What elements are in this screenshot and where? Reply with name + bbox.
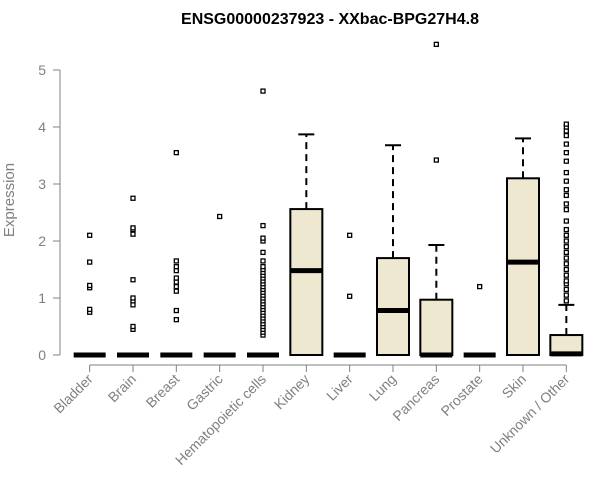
box-group-0 xyxy=(73,232,106,358)
box-10 xyxy=(506,177,540,356)
outlier-point xyxy=(260,249,266,256)
outlier-point xyxy=(260,222,266,229)
x-tick-label-11: Unknown / Other xyxy=(487,371,573,457)
outlier-point xyxy=(477,283,483,290)
x-tick-label-1: Brain xyxy=(105,371,139,405)
outlier-point xyxy=(563,238,569,244)
outlier-point xyxy=(130,225,136,231)
outlier-point xyxy=(563,169,569,176)
outlier-point xyxy=(260,235,266,241)
outlier-point xyxy=(130,277,136,283)
outlier-point xyxy=(563,178,569,184)
y-tick-label-2: 2 xyxy=(38,233,46,249)
outlier-point xyxy=(87,259,93,265)
outlier-point xyxy=(563,286,569,293)
outlier-point xyxy=(563,158,569,164)
box-group-10 xyxy=(506,137,540,356)
y-tick-label-1: 1 xyxy=(38,290,46,306)
outlier-point xyxy=(563,261,569,267)
outlier-point xyxy=(173,317,179,323)
outlier-point xyxy=(87,282,93,289)
box-group-7 xyxy=(376,144,410,357)
chart-title: ENSG00000237923 - XXbac-BPG27H4.8 xyxy=(181,11,479,28)
outlier-point xyxy=(130,323,136,330)
outlier-point xyxy=(173,263,179,270)
outlier-point xyxy=(563,292,569,298)
outlier-point xyxy=(173,275,179,281)
y-tick-label-3: 3 xyxy=(38,176,46,192)
outlier-point xyxy=(173,258,179,264)
outlier-point xyxy=(563,272,569,278)
x-tick-label-3: Gastric xyxy=(183,371,226,414)
x-tick-label-5: Kidney xyxy=(271,371,313,413)
y-axis: 0 1 2 3 4 5 xyxy=(38,62,61,363)
box-8 xyxy=(419,298,454,356)
outlier-point xyxy=(87,232,93,238)
outlier-point xyxy=(173,288,179,294)
outlier-point xyxy=(563,141,569,147)
outlier-point xyxy=(563,192,569,199)
outlier-point xyxy=(173,307,179,314)
x-tick-label-6: Liver xyxy=(323,371,356,404)
outlier-point xyxy=(563,201,569,207)
outlier-point xyxy=(433,41,439,47)
outlier-point xyxy=(260,258,266,264)
y-axis-label: Expression xyxy=(1,163,18,237)
box-5 xyxy=(289,208,324,356)
outlier-point xyxy=(260,88,266,94)
box-group-8 xyxy=(419,41,454,358)
box-group-2 xyxy=(160,149,193,358)
box-7 xyxy=(376,257,410,357)
outlier-point xyxy=(563,278,569,284)
outlier-point xyxy=(130,195,136,201)
y-tick-label-0: 0 xyxy=(38,347,46,363)
outlier-point xyxy=(563,226,569,233)
y-tick-label-4: 4 xyxy=(38,119,46,135)
x-tick-label-0: Bladder xyxy=(50,371,96,417)
outlier-point xyxy=(563,218,569,224)
outlier-point xyxy=(563,206,569,213)
outlier-point xyxy=(563,298,569,304)
box-group-9 xyxy=(463,283,496,358)
outlier-point xyxy=(433,157,439,163)
y-tick-label-5: 5 xyxy=(38,62,46,78)
x-tick-label-7: Lung xyxy=(366,371,399,404)
outlier-point xyxy=(87,306,93,313)
outlier-point xyxy=(217,213,223,220)
outlier-point xyxy=(563,255,569,261)
outlier-point xyxy=(563,266,569,273)
box-group-4 xyxy=(247,88,279,358)
outlier-point xyxy=(347,232,353,238)
box-group-11 xyxy=(549,121,584,357)
outlier-point xyxy=(173,283,179,290)
box-group-5 xyxy=(289,133,324,356)
outlier-point xyxy=(563,232,569,238)
x-tick-label-9: Prostate xyxy=(438,371,486,419)
x-tick-label-10: Skin xyxy=(499,371,530,402)
x-tick-label-2: Breast xyxy=(143,371,183,411)
outlier-point xyxy=(347,293,353,299)
outlier-point xyxy=(130,295,136,301)
box-group-6 xyxy=(333,232,366,358)
box-group-1 xyxy=(117,195,149,358)
outlier-point xyxy=(173,149,179,156)
outlier-point xyxy=(563,132,569,139)
outlier-point xyxy=(260,263,266,270)
outlier-point xyxy=(563,149,569,156)
outlier-point xyxy=(563,187,569,193)
box-group-3 xyxy=(203,213,236,358)
outlier-point xyxy=(130,231,136,237)
x-tick-label-8: Pancreas xyxy=(389,371,442,424)
outlier-point xyxy=(563,249,569,256)
outlier-point xyxy=(563,121,569,127)
outlier-point xyxy=(563,244,569,250)
boxes-layer xyxy=(73,41,584,358)
